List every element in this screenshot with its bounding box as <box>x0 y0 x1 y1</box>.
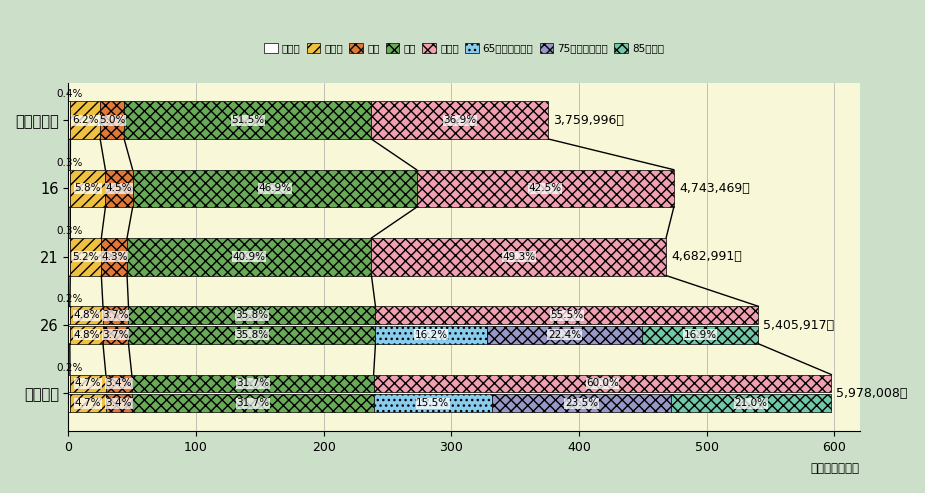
Text: 16.9%: 16.9% <box>684 330 717 340</box>
Bar <box>372 238 666 276</box>
Text: 31.7%: 31.7% <box>236 398 269 408</box>
Bar <box>70 170 105 207</box>
Bar <box>70 326 103 344</box>
Text: 22.4%: 22.4% <box>548 330 581 340</box>
Text: 5,978,008人: 5,978,008人 <box>836 387 907 400</box>
Bar <box>374 375 832 392</box>
Bar <box>68 170 70 207</box>
Bar <box>129 306 376 324</box>
Text: 5.0%: 5.0% <box>99 115 125 125</box>
Bar <box>492 394 672 412</box>
Text: 49.3%: 49.3% <box>502 252 536 262</box>
Text: 4.8%: 4.8% <box>73 330 100 340</box>
Bar <box>672 394 832 412</box>
Bar <box>70 306 103 324</box>
Text: 4.7%: 4.7% <box>75 379 101 388</box>
Bar <box>103 306 129 324</box>
Bar <box>70 238 102 276</box>
Text: 4.3%: 4.3% <box>101 252 128 262</box>
Bar <box>105 375 131 392</box>
Text: 0.4%: 0.4% <box>56 89 82 100</box>
Bar <box>68 375 70 392</box>
Bar <box>105 394 131 412</box>
Bar <box>127 238 372 276</box>
Text: 0.3%: 0.3% <box>56 158 82 168</box>
Bar <box>68 306 70 324</box>
Text: 3.7%: 3.7% <box>103 330 129 340</box>
Bar <box>102 238 127 276</box>
Text: 35.8%: 35.8% <box>236 310 268 320</box>
Bar <box>374 394 492 412</box>
Text: 51.5%: 51.5% <box>231 115 265 125</box>
Text: 5.8%: 5.8% <box>75 183 101 193</box>
Bar <box>105 170 132 207</box>
Bar <box>487 326 642 344</box>
Text: 5.2%: 5.2% <box>72 252 99 262</box>
Bar <box>376 326 487 344</box>
Text: 5,405,917人: 5,405,917人 <box>763 318 834 331</box>
Bar <box>70 102 100 139</box>
Text: 4,682,991人: 4,682,991人 <box>672 250 742 263</box>
Bar <box>68 326 70 344</box>
Text: 35.8%: 35.8% <box>236 330 268 340</box>
Bar <box>129 326 376 344</box>
Text: 21.0%: 21.0% <box>734 398 768 408</box>
Text: 46.9%: 46.9% <box>258 183 291 193</box>
Text: 55.5%: 55.5% <box>550 310 584 320</box>
Text: 42.5%: 42.5% <box>528 183 561 193</box>
Text: 4,743,469人: 4,743,469人 <box>679 182 749 195</box>
Text: 36.9%: 36.9% <box>443 115 476 125</box>
Text: 6.2%: 6.2% <box>72 115 99 125</box>
Bar <box>68 102 70 139</box>
Text: 0.2%: 0.2% <box>56 362 82 373</box>
Bar <box>70 394 105 412</box>
Legend: 新生児, 乳幼児, 少年, 成人, 高齢者, 65歳から７４歳, 75歳から８４歳, 85歳以上: 新生児, 乳幼児, 少年, 成人, 高齢者, 65歳から７４歳, 75歳から８４… <box>260 39 669 58</box>
Text: 60.0%: 60.0% <box>586 379 619 388</box>
Bar <box>68 394 70 412</box>
Text: 0.3%: 0.3% <box>56 226 82 236</box>
Bar <box>371 102 549 139</box>
Text: 16.2%: 16.2% <box>414 330 448 340</box>
Bar <box>124 102 371 139</box>
Text: 4.8%: 4.8% <box>73 310 100 320</box>
Bar <box>642 326 758 344</box>
Bar <box>103 326 129 344</box>
Text: 3.7%: 3.7% <box>103 310 129 320</box>
Bar <box>416 170 673 207</box>
Text: 4.5%: 4.5% <box>105 183 132 193</box>
Text: （単位：万人）: （単位：万人） <box>810 462 859 475</box>
Bar <box>131 375 374 392</box>
Bar <box>132 170 416 207</box>
Text: 3.4%: 3.4% <box>105 379 132 388</box>
Text: 3,759,996人: 3,759,996人 <box>553 114 624 127</box>
Bar <box>100 102 124 139</box>
Text: 31.7%: 31.7% <box>236 379 269 388</box>
Bar <box>70 375 105 392</box>
Text: 0.2%: 0.2% <box>56 294 82 304</box>
Text: 15.5%: 15.5% <box>416 398 450 408</box>
Text: 40.9%: 40.9% <box>233 252 265 262</box>
Bar <box>68 238 70 276</box>
Bar <box>131 394 374 412</box>
Text: 23.5%: 23.5% <box>565 398 598 408</box>
Bar <box>376 306 758 324</box>
Text: 4.7%: 4.7% <box>75 398 101 408</box>
Text: 3.4%: 3.4% <box>105 398 132 408</box>
